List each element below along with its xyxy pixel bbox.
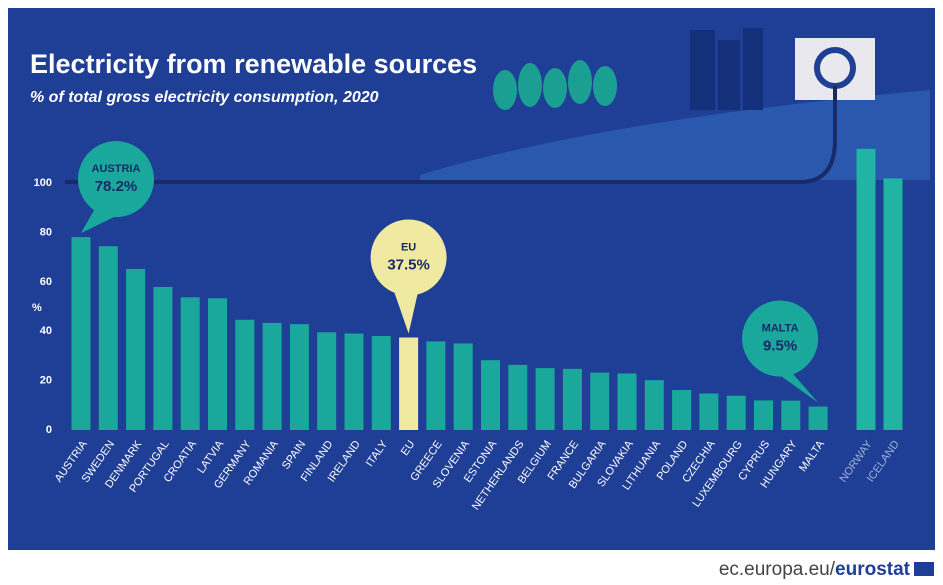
- cable: [65, 86, 837, 184]
- chart-subtitle: % of total gross electricity consumption…: [30, 89, 379, 106]
- bar: [856, 148, 876, 431]
- bar: [98, 246, 118, 430]
- bar: [235, 319, 255, 430]
- y-tick-label: 80: [40, 227, 52, 239]
- bar: [481, 360, 500, 430]
- bar: [317, 332, 337, 430]
- trees: [493, 60, 617, 110]
- bar: [208, 298, 227, 430]
- bar: [399, 337, 419, 430]
- bar: [883, 178, 903, 430]
- bar: [126, 268, 146, 430]
- source-site: ec.europa.eu/: [719, 559, 836, 580]
- y-tick-label: 60: [40, 276, 52, 288]
- y-tick-label: 100: [34, 177, 52, 189]
- bar: [808, 406, 828, 430]
- bar: [371, 336, 391, 430]
- callout-label: MALTA: [762, 322, 799, 334]
- bar: [453, 343, 473, 430]
- bar: [617, 373, 637, 430]
- bar: [644, 380, 664, 430]
- bar: [699, 393, 719, 430]
- callout-value: 9.5%: [763, 338, 797, 355]
- y-tick-label: 0: [46, 424, 52, 436]
- callout-bubble: [742, 300, 819, 377]
- footer: [0, 550, 943, 585]
- callout-label: EU: [401, 241, 416, 253]
- bar: [153, 286, 173, 430]
- bar: [262, 322, 282, 430]
- bar: [562, 368, 582, 430]
- bar: [344, 333, 364, 430]
- bar: [672, 390, 692, 430]
- y-tick-label: 20: [40, 375, 52, 387]
- callout-bubble: [78, 141, 154, 218]
- bar: [726, 395, 746, 430]
- y-tick-label: 40: [40, 325, 52, 337]
- bar: [781, 400, 801, 430]
- bar: [590, 372, 610, 430]
- source-brand: eurostat: [835, 559, 911, 580]
- eu-flag: [914, 562, 934, 576]
- hill: [420, 90, 930, 180]
- bar: [180, 297, 200, 430]
- bar: [535, 368, 555, 430]
- callout-bubble: [370, 219, 447, 296]
- callout-value: 37.5%: [387, 256, 430, 273]
- callout-value: 78.2%: [95, 178, 138, 195]
- chart-title: Electricity from renewable sources: [30, 49, 477, 79]
- source: ec.europa.eu/eurostat: [719, 559, 911, 580]
- y-axis-label: %: [32, 302, 42, 314]
- bar: [508, 364, 528, 430]
- background: [8, 8, 935, 550]
- bar: [426, 341, 446, 430]
- callout-label: AUSTRIA: [92, 163, 141, 175]
- bar: [754, 400, 773, 430]
- buildings: [690, 28, 763, 110]
- bar: [289, 324, 309, 430]
- bar: [71, 237, 91, 430]
